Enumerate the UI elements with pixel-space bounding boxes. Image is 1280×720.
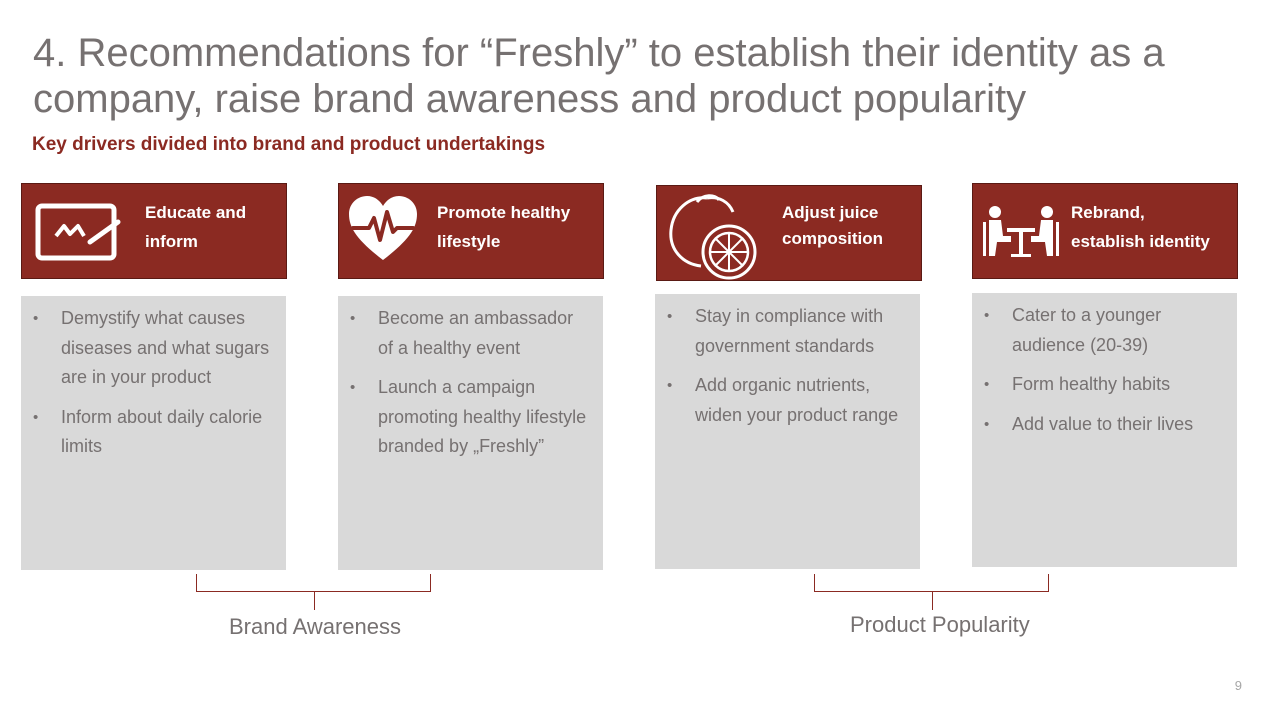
card-heading-line2: establish identity [1071,232,1210,251]
page-number: 9 [1234,678,1242,693]
list-item: • Add organic nutrients, widen your produ… [667,375,899,425]
group-label-brand: Brand Awareness [228,614,402,639]
card-body-promote: • Become an ambassador of a healthy event… [338,296,603,570]
card-body-rebrand: • Cater to a younger audience (20-39) • Fo… [972,293,1237,567]
group-label-product: Product Popularity [850,612,1030,637]
card-heading-line1: Educate and [145,203,247,222]
list-item: • Stay in compliance with government stan… [667,306,884,356]
card-heading-line1: Promote healthy [437,203,571,222]
lemon-icon [669,194,757,280]
list-item: • Cater to a younger audience (20-39) [984,305,1162,355]
card-body-adjust: • Stay in compliance with government stan… [655,294,920,569]
list-item: • Form healthy habits [984,374,1171,394]
meeting-people-icon [983,206,1059,257]
education-board-icon [35,203,121,261]
list-item: • Inform about daily calorie limits [33,406,263,457]
card-header-adjust: Adjust juice composition [656,185,922,281]
card-heading-line2: composition [782,229,884,248]
brand-bracket [196,574,431,610]
card-header-educate: Educate and inform [21,183,287,279]
card-heading-line2: lifestyle [437,232,501,251]
card-heading-line1: Rebrand, [1071,203,1145,222]
list-item: • Add value to their lives [984,413,1194,434]
card-body-educate: • Demystify what causes diseases and what… [21,296,286,570]
slide-title: 4. Recommendations for “Freshly” to esta… [33,31,1165,121]
slide-subtitle: Key drivers divided into brand and produ… [32,134,546,155]
list-item: • Become an ambassador of a healthy event [350,308,574,358]
card-heading-line1: Adjust juice [782,203,879,222]
list-item: • Launch a campaign promoting healthy lif… [350,377,587,456]
heartbeat-icon [349,196,417,260]
card-header-rebrand: Rebrand, establish identity [972,183,1238,279]
card-heading-line2: inform [145,232,198,251]
list-item: • Demystify what causes diseases and what… [33,308,270,387]
card-header-promote: Promote healthy lifestyle [338,183,604,279]
product-bracket [814,574,1049,610]
